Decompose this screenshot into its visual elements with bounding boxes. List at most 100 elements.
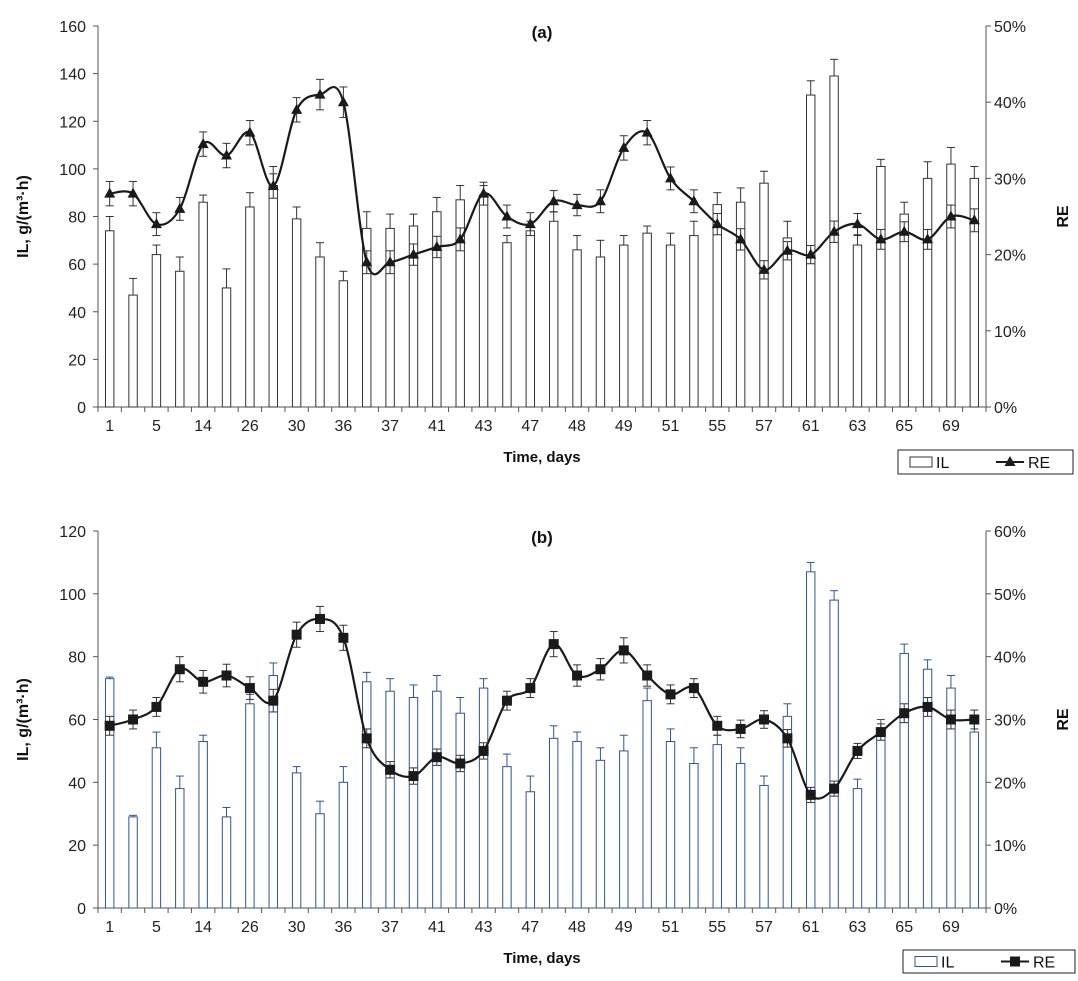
- x-tick-label: 5: [152, 418, 161, 435]
- x-tick-label: 63: [849, 919, 867, 936]
- re-marker: [407, 248, 419, 259]
- x-tick-label: 47: [521, 418, 539, 435]
- y2-tick-label: 50%: [994, 587, 1026, 604]
- il-bar: [385, 690, 395, 909]
- re-marker: [221, 149, 233, 160]
- re-marker: [150, 218, 162, 229]
- re-marker: [665, 172, 677, 183]
- il-bar: [408, 697, 419, 909]
- y2-tick-label: 40%: [994, 95, 1026, 112]
- il-bar: [572, 249, 582, 408]
- panel-b: 0 20 40 60 80 100 120 0% 10% 20% 30% 40% 50% 60% 1 5 14 2…: [15, 524, 1076, 974]
- re-marker: [455, 758, 466, 769]
- il-bar: [969, 731, 980, 909]
- x-tick-label: 14: [194, 919, 212, 936]
- re-marker: [524, 218, 536, 229]
- il-bar: [315, 813, 325, 909]
- x-tick-label: 65: [895, 919, 913, 936]
- x-tick-label: 43: [475, 418, 493, 435]
- il-bar: [245, 206, 255, 408]
- re-marker: [594, 195, 606, 206]
- il-bar: [128, 294, 138, 408]
- x-tick-label: 26: [241, 919, 259, 936]
- y-tick-label: 40: [68, 775, 86, 792]
- y-tick-label: 60: [68, 713, 86, 730]
- il-bar: [572, 740, 582, 909]
- re-marker: [665, 689, 676, 700]
- re-marker: [571, 199, 583, 210]
- x-axis-label: Time, days: [503, 950, 580, 967]
- re-marker: [525, 683, 536, 694]
- il-bar: [829, 599, 839, 909]
- il-bar: [899, 213, 909, 408]
- il-bar: [525, 791, 536, 909]
- y-axis-label: IL, g/(m³·h): [15, 175, 32, 258]
- x-tick-label: 36: [334, 418, 352, 435]
- re-marker: [361, 733, 372, 744]
- legend-il-swatch: [914, 956, 938, 967]
- x-tick-label: 48: [568, 919, 586, 936]
- y-tick-label: 20: [68, 838, 86, 855]
- il-bar: [689, 235, 699, 408]
- x-tick-label: 61: [802, 418, 820, 435]
- x-tick-label: 55: [708, 919, 726, 936]
- x-tick-label: 37: [381, 919, 399, 936]
- re-marker: [735, 233, 747, 244]
- il-bar: [502, 766, 512, 909]
- x-tick-label: 37: [381, 418, 399, 435]
- x-tick-label: 1: [105, 919, 114, 936]
- re-marker: [922, 701, 933, 712]
- y-tick-label: 40: [68, 305, 86, 322]
- re-marker: [945, 714, 956, 725]
- panel-a: 0 20 40 60 80 100 120 140 160 0% 10% 20% 30% 40% 50% 1 5…: [15, 19, 1074, 475]
- il-bar: [806, 571, 816, 909]
- x-tick-label: 41: [428, 418, 446, 435]
- il-bar: [876, 165, 886, 408]
- x-tick-label: 57: [755, 919, 773, 936]
- re-marker: [408, 771, 419, 782]
- il-bar: [759, 182, 769, 408]
- re-marker: [618, 141, 630, 152]
- y2-tick-label: 20%: [994, 775, 1026, 792]
- chart-title: (b): [531, 528, 553, 547]
- re-marker: [595, 664, 606, 675]
- re-marker: [688, 683, 699, 694]
- re-marker: [104, 187, 116, 198]
- x-tick-label: 55: [708, 418, 726, 435]
- y2-tick-label: 40%: [994, 650, 1026, 667]
- re-marker: [759, 714, 769, 725]
- y2-tick-label: 0%: [994, 400, 1017, 417]
- re-marker: [899, 708, 910, 719]
- re-marker: [337, 96, 349, 107]
- re-marker: [127, 187, 139, 198]
- il-bar: [151, 254, 162, 408]
- re-marker: [852, 745, 863, 756]
- re-marker: [805, 248, 817, 259]
- il-bar: [712, 744, 722, 909]
- y2-tick-label: 50%: [994, 19, 1026, 36]
- re-marker: [501, 210, 513, 221]
- y2-axis-label: RE: [1055, 205, 1072, 228]
- y-tick-label: 80: [68, 210, 86, 227]
- y-axis-label: IL, g/(m³·h): [15, 678, 32, 761]
- re-marker: [151, 701, 162, 712]
- il-bar: [338, 280, 349, 408]
- re-marker: [244, 126, 256, 137]
- legend: IL RE: [902, 949, 1076, 974]
- il-bar: [128, 816, 138, 909]
- re-marker: [361, 256, 373, 267]
- x-tick-label: 43: [475, 919, 493, 936]
- y2-tick-label: 10%: [994, 324, 1026, 341]
- il-bar: [852, 244, 863, 408]
- y2-tick-label: 60%: [994, 524, 1026, 541]
- x-tick-label: 47: [521, 919, 539, 936]
- il-bar: [852, 788, 863, 909]
- x-tick-label: 57: [755, 418, 773, 435]
- y-tick-label: 20: [68, 352, 86, 369]
- x-tick-label: 26: [241, 418, 259, 435]
- y2-tick-label: 30%: [994, 171, 1026, 188]
- il-bar: [175, 270, 185, 408]
- x-tick-label: 48: [568, 418, 586, 435]
- x-tick-label: 30: [288, 418, 306, 435]
- legend-re-marker: [1010, 956, 1020, 967]
